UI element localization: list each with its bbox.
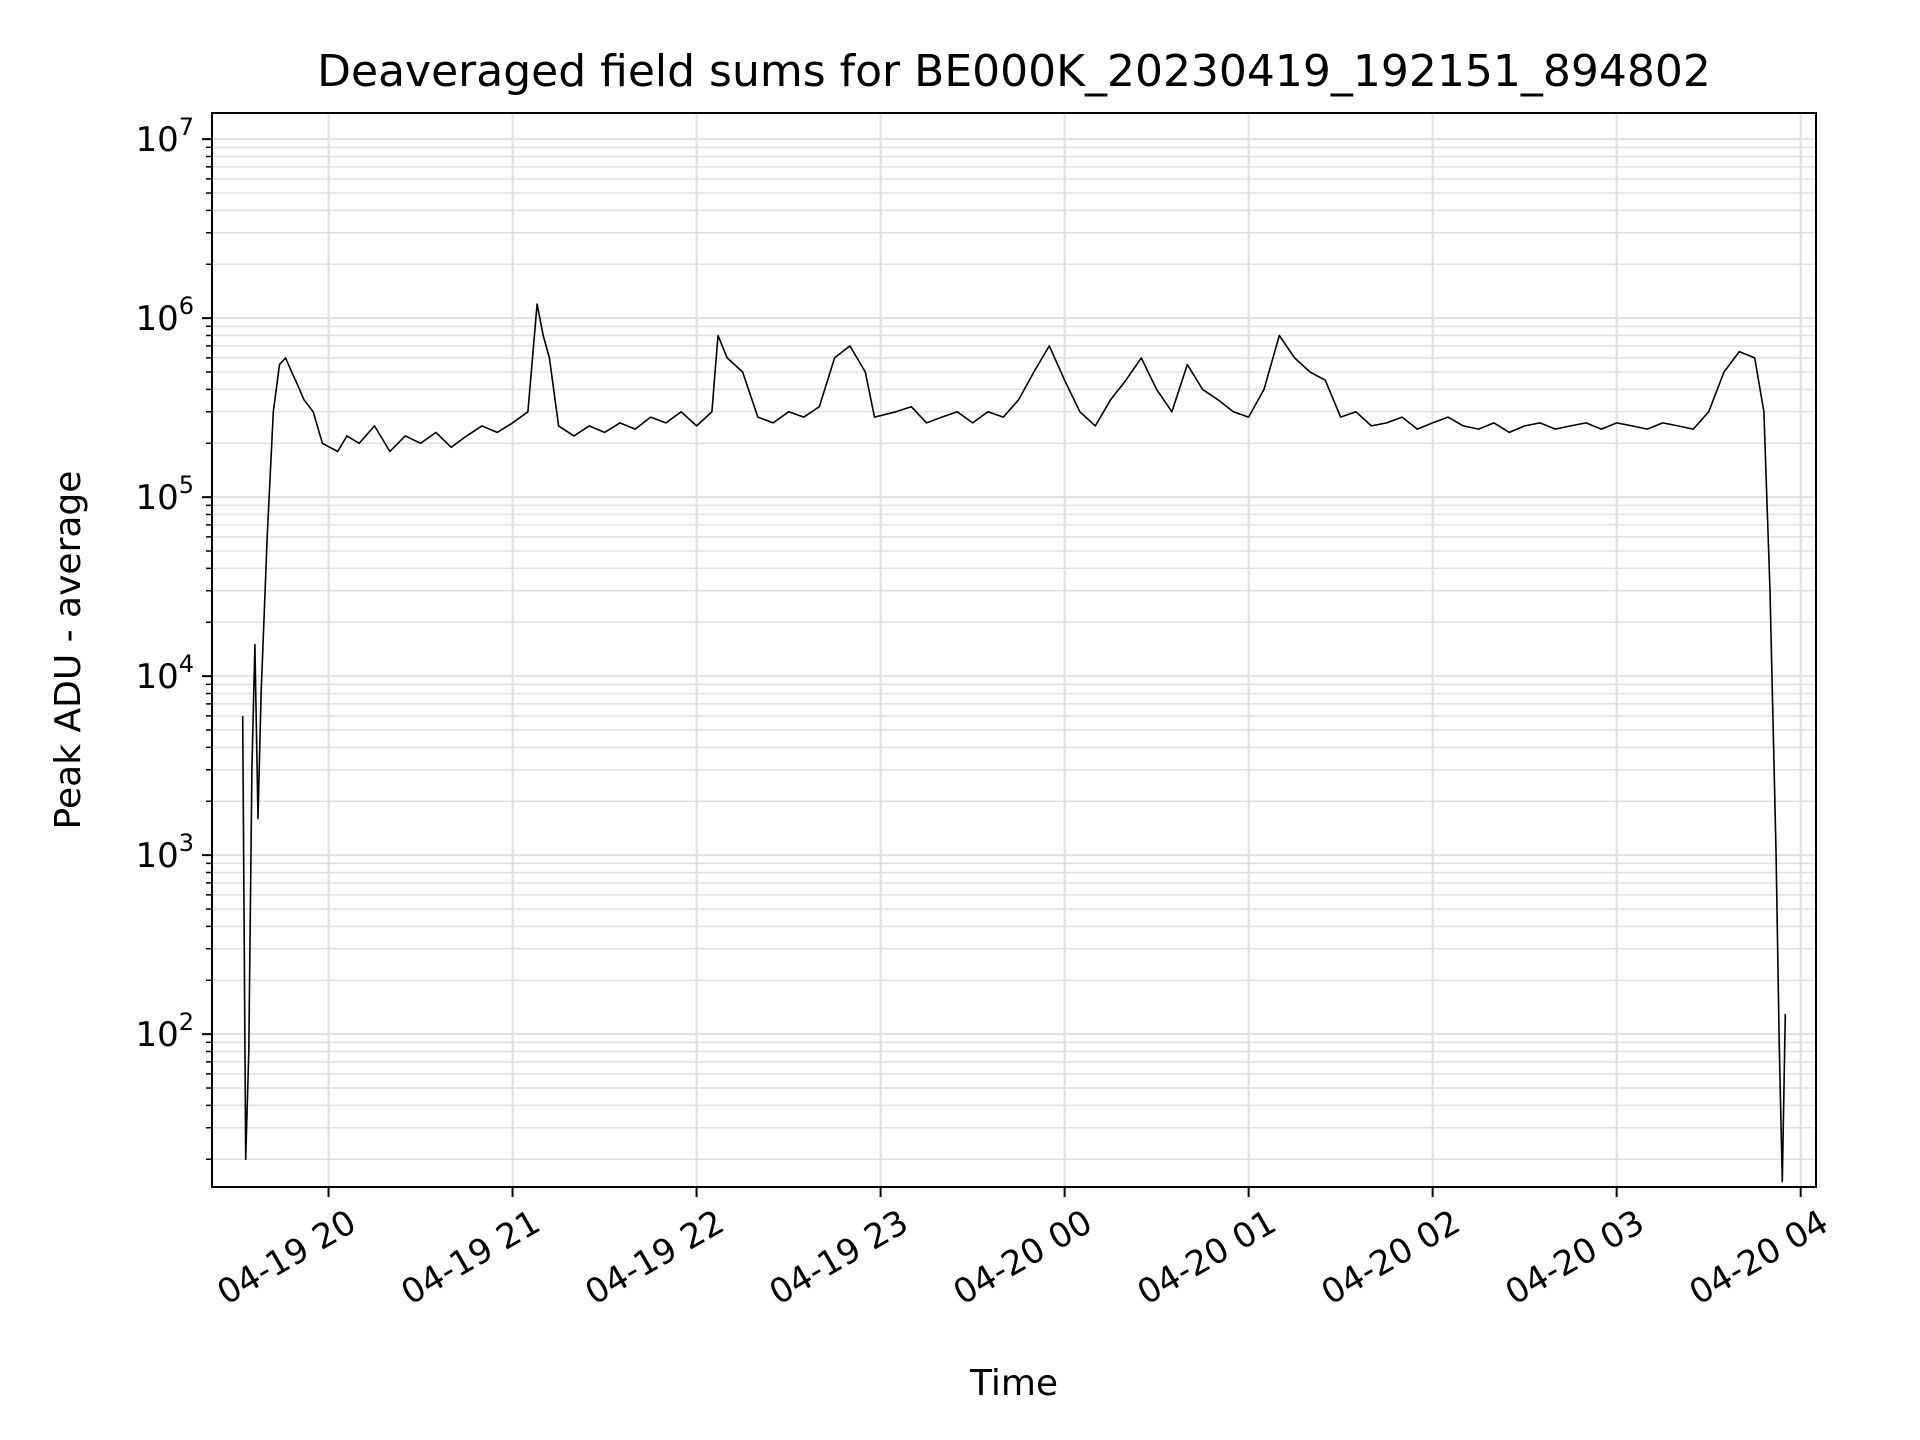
y-tick-label: 104 (135, 650, 194, 697)
plot-area (241, 303, 1787, 1183)
x-axis-title: Time (969, 1363, 1058, 1404)
series-line (241, 303, 1787, 1183)
grid (212, 113, 1816, 1187)
y-axis: 102 103 104 105 106 107 (135, 113, 212, 1161)
y-tick-label: 103 (135, 829, 194, 876)
y-tick-label: 105 (135, 471, 194, 518)
chart-title: Deaveraged field sums for BE000K_2023041… (317, 46, 1711, 97)
y-axis-title: Peak ADU - average (48, 471, 89, 830)
axes-frame (211, 112, 1817, 1188)
y-tick-label: 107 (135, 113, 194, 160)
y-tick-label: 106 (135, 292, 194, 339)
y-tick-label: 102 (135, 1008, 194, 1055)
